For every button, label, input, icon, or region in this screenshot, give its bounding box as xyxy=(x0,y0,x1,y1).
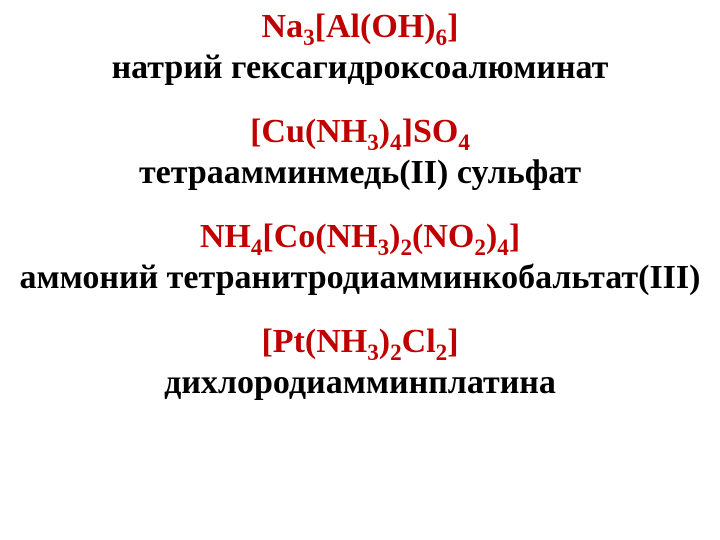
formula-list: Na3[Al(OH)6] натрий гексагидроксоалюмина… xyxy=(0,0,720,540)
compound-name: аммоний тетранитродиамминкобальтат(III) xyxy=(20,257,701,298)
compound-formula: [Cu(NH3)4]SO4 xyxy=(139,111,581,152)
compound-formula: Na3[Al(OH)6] xyxy=(112,6,609,47)
compound-entry: [Cu(NH3)4]SO4 тетраамминмедь(II) сульфат xyxy=(139,111,581,194)
compound-entry: Na3[Al(OH)6] натрий гексагидроксоалюмина… xyxy=(112,6,609,89)
compound-entry: [Pt(NH3)2Cl2] дихлородиамминплатина xyxy=(164,321,556,404)
compound-name: дихлородиамминплатина xyxy=(164,362,556,403)
compound-name: тетраамминмедь(II) сульфат xyxy=(139,152,581,193)
compound-entry: NH4[Co(NH3)2(NO2)4] аммоний тетранитроди… xyxy=(20,216,701,299)
compound-name: натрий гексагидроксоалюминат xyxy=(112,47,609,88)
compound-formula: NH4[Co(NH3)2(NO2)4] xyxy=(20,216,701,257)
compound-formula: [Pt(NH3)2Cl2] xyxy=(164,321,556,362)
